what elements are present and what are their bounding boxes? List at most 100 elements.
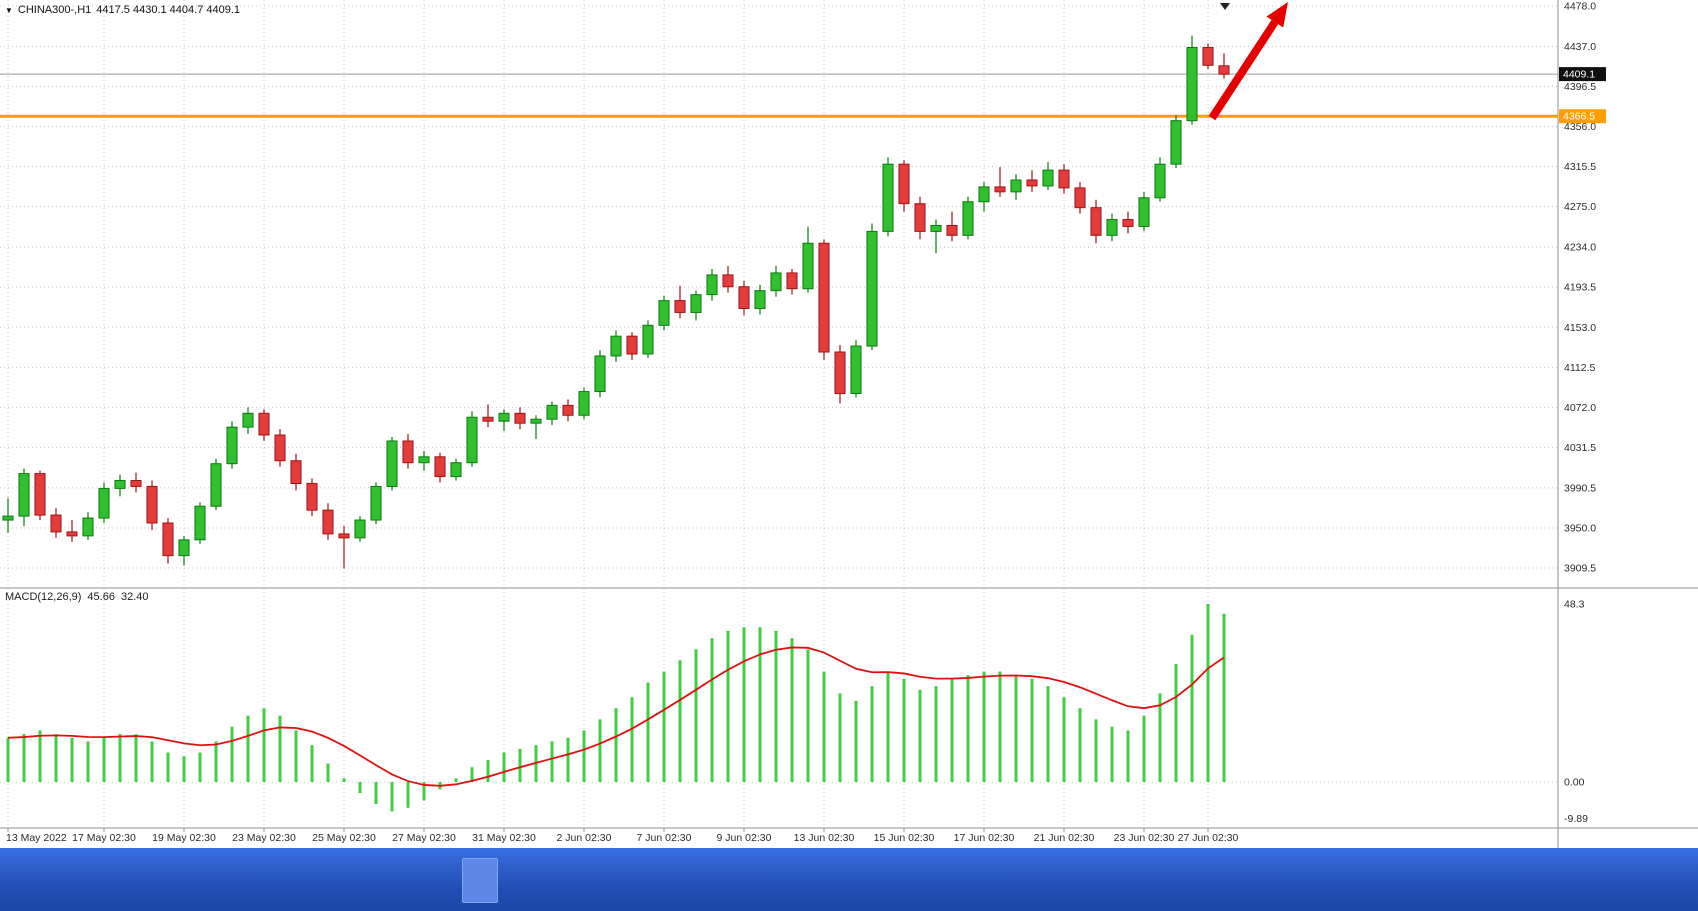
candle-body (1186, 47, 1198, 122)
time-axis-label: 17 Jun 02:30 (954, 832, 1015, 844)
candle-body (754, 290, 766, 310)
price-axis-label: 4153.0 (1564, 322, 1596, 334)
time-axis-label: 27 May 02:30 (392, 832, 456, 844)
candle-body (1074, 187, 1086, 209)
candle-body (306, 482, 318, 511)
candle-body (370, 485, 382, 521)
taskbar[interactable] (0, 848, 1698, 911)
time-axis-label: 25 May 02:30 (312, 832, 376, 844)
trend-arrow-head[interactable] (1266, 2, 1288, 28)
candle-body (226, 426, 238, 465)
price-axis-label: 4478.0 (1564, 1, 1596, 13)
candle-body (578, 391, 590, 416)
candle-body (1042, 169, 1054, 187)
taskbar-item[interactable] (462, 858, 498, 903)
price-axis-label: 4437.0 (1564, 41, 1596, 53)
macd-name: MACD(12,26,9) (5, 591, 82, 603)
macd-axis-label: 0.00 (1564, 777, 1585, 789)
candle-body (402, 440, 414, 464)
orange-price-badge (1559, 109, 1606, 124)
candle-body (914, 203, 926, 232)
current-price-badge-text: 4409.1 (1563, 69, 1595, 81)
candle-body (434, 456, 446, 478)
time-axis-label: 2 Jun 02:30 (557, 832, 612, 844)
candle-body (34, 473, 46, 516)
candle-body (514, 412, 526, 424)
candle-body (418, 456, 430, 464)
candle-body (1010, 179, 1022, 193)
candle-body (210, 463, 222, 507)
candle-body (98, 487, 110, 519)
candle-body (1106, 219, 1118, 236)
candle-body (674, 300, 686, 313)
candle-body (1090, 207, 1102, 236)
candle-body (1138, 197, 1150, 227)
time-axis-label: 27 Jun 02:30 (1178, 832, 1239, 844)
price-axis-label: 4193.5 (1564, 282, 1596, 294)
price-axis-label: 3990.5 (1564, 482, 1596, 494)
macd-signal-line (7, 646, 1225, 787)
candle-body (658, 300, 670, 326)
candle-body (738, 286, 750, 310)
candle-body (962, 201, 974, 236)
candle-body (130, 480, 142, 487)
time-axis-label: 21 Jun 02:30 (1034, 832, 1095, 844)
candle-body (690, 294, 702, 313)
candle-body (850, 345, 862, 395)
current-price-badge (1559, 67, 1606, 82)
candle-body (1218, 65, 1230, 75)
time-axis-label: 31 May 02:30 (472, 832, 536, 844)
macd-main-value: 45.66 (87, 591, 115, 603)
candle-body (866, 230, 878, 347)
price-axis-label: 4072.0 (1564, 402, 1596, 414)
orange-price-badge-text: 4366.5 (1563, 111, 1595, 123)
candle-body (242, 412, 254, 428)
symbol-name: CHINA300-,H1 (17, 4, 92, 16)
candle-body (706, 274, 718, 296)
candle-body (178, 539, 190, 557)
candle-body (1154, 163, 1166, 199)
candle-body (194, 505, 206, 541)
candle-body (562, 404, 574, 416)
candle-body (898, 163, 910, 205)
candle-body (1058, 169, 1070, 189)
candle-body (530, 418, 542, 424)
price-axis-label: 4275.0 (1564, 201, 1596, 213)
candle-body (482, 416, 494, 422)
macd-axis-label: -9.89 (1564, 813, 1588, 825)
symbol-ohlc-values: 4417.5 4430.1 4404.7 4409.1 (96, 4, 241, 16)
candle-body (466, 416, 478, 464)
candle-body (642, 324, 654, 355)
candle-body (546, 404, 558, 420)
candle-body (258, 412, 270, 436)
trend-arrow-shaft[interactable] (1208, 19, 1279, 121)
candle-body (1170, 120, 1182, 165)
candle-body (770, 272, 782, 292)
candle-body (322, 509, 334, 535)
candle-body (1202, 47, 1214, 66)
time-axis-label: 15 Jun 02:30 (874, 832, 935, 844)
price-axis-label: 4031.5 (1564, 442, 1596, 454)
candle-body (818, 242, 830, 353)
symbol-dropdown-icon[interactable]: ▼ (5, 5, 13, 15)
price-axis-label: 4396.5 (1564, 81, 1596, 93)
chart-canvas[interactable]: 13 May 2022 17 May 02:30 19 May 02:30 23 Ma… (0, 0, 1698, 848)
candle-body (834, 351, 846, 395)
candle-body (82, 517, 94, 537)
price-axis-label: 4356.0 (1564, 121, 1596, 133)
time-axis-label: 23 May 02:30 (232, 832, 296, 844)
top-marker-icon (1220, 3, 1230, 10)
candle-body (786, 272, 798, 290)
time-axis-label: 17 May 02:30 (72, 832, 136, 844)
price-axis-label: 4234.0 (1564, 242, 1596, 254)
time-axis-label: 13 Jun 02:30 (794, 832, 855, 844)
candle-body (802, 242, 814, 290)
candle-body (354, 519, 366, 539)
candle-body (1122, 219, 1134, 227)
time-axis-label: 19 May 02:30 (152, 832, 216, 844)
candle-body (146, 485, 158, 524)
candle-body (930, 224, 942, 232)
candle-body (978, 186, 990, 203)
macd-signal-value: 32.40 (120, 591, 149, 603)
